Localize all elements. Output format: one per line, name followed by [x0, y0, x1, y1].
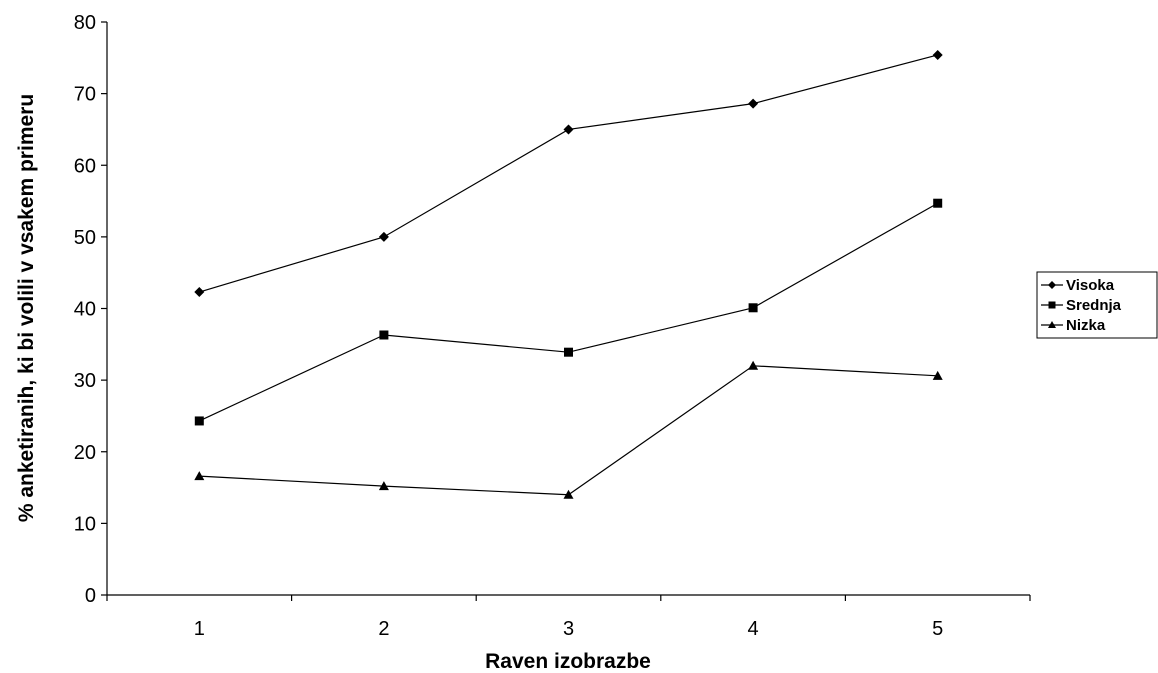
series-layer: [194, 49, 943, 499]
legend-item-srednja: Srednja: [1041, 297, 1122, 314]
data-point-srednja: [194, 416, 204, 426]
series-nizka: [194, 360, 943, 499]
y-tick-label: 30: [74, 370, 96, 392]
data-point-nizka: [378, 481, 389, 491]
plot-area: 0 10 20 30 40 50 60 70 80 1 2 3 4 5: [74, 12, 1031, 640]
series-visoka: [194, 49, 943, 298]
x-tick-label: 1: [194, 618, 205, 640]
data-point-srednja: [564, 347, 573, 357]
series-srednja: [194, 198, 943, 426]
series-line-srednja: [199, 202, 938, 422]
x-tick-label: 2: [378, 618, 389, 640]
data-point-visoka: [748, 98, 759, 109]
data-point-visoka: [563, 124, 574, 135]
y-tick-label: 70: [74, 84, 96, 106]
y-tick-label: 50: [74, 227, 96, 249]
data-point-visoka: [194, 287, 205, 298]
legend-marker-visoka: [1048, 281, 1056, 289]
x-tick-label: 5: [932, 618, 943, 640]
legend-marker-srednja: [1048, 301, 1056, 309]
data-point-nizka: [194, 471, 205, 481]
x-axis-title: Raven izobrazbe: [485, 650, 651, 673]
data-point-srednja: [933, 198, 943, 208]
y-axis-title: % anketiranih, ki bi volili v vsakem pri…: [15, 94, 38, 522]
y-ticks: 0 10 20 30 40 50 60 70 80: [74, 12, 107, 607]
y-tick-label: 60: [74, 155, 96, 177]
x-tick-label: 4: [748, 618, 759, 640]
data-point-nizka: [932, 370, 943, 380]
x-tick-label: 3: [563, 618, 574, 640]
legend-item-visoka: Visoka: [1041, 277, 1115, 294]
data-point-nizka: [748, 360, 759, 370]
legend-label: Srednja: [1066, 297, 1122, 314]
legend-marker-nizka: [1048, 321, 1056, 328]
legend-label: Nizka: [1066, 317, 1106, 334]
y-tick-label: 80: [74, 12, 96, 34]
legend-label: Visoka: [1066, 277, 1115, 294]
legend: Visoka Srednja Nizka: [1036, 271, 1158, 339]
data-point-visoka: [932, 49, 943, 60]
series-line-visoka: [199, 54, 938, 293]
data-point-visoka: [378, 231, 389, 242]
data-point-nizka: [563, 489, 574, 499]
y-tick-label: 10: [74, 513, 96, 535]
y-tick-label: 40: [74, 299, 96, 321]
y-tick-label: 20: [74, 442, 96, 464]
data-point-srednja: [748, 303, 758, 313]
y-tick-label: 0: [85, 585, 96, 607]
legend-items: Visoka Srednja Nizka: [1041, 277, 1122, 334]
data-point-srednja: [379, 330, 389, 340]
series-line-nizka: [199, 365, 938, 496]
x-ticks: 1 2 3 4 5: [106, 595, 1031, 640]
legend-item-nizka: Nizka: [1041, 317, 1106, 334]
